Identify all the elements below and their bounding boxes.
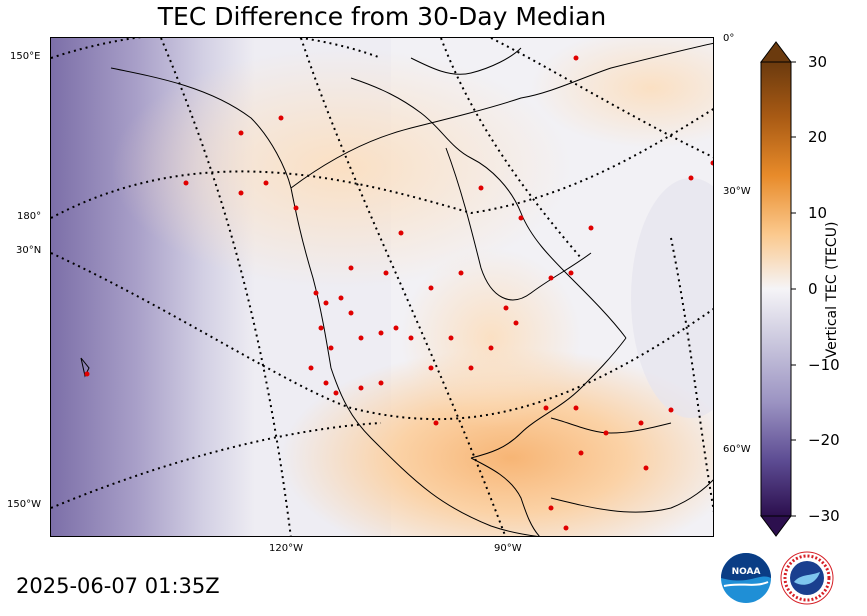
label-30w: 30°W bbox=[723, 186, 751, 197]
colorbar-tick-neg10: −10 bbox=[808, 356, 840, 374]
colorbar-tick-10: 10 bbox=[808, 204, 828, 222]
label-120w: 120°W bbox=[269, 543, 303, 554]
label-180: 180° bbox=[17, 211, 42, 222]
colorbar-tick-30: 30 bbox=[808, 53, 828, 71]
label-90w: 90°W bbox=[494, 543, 522, 554]
label-30n: 30°N bbox=[16, 245, 42, 256]
positive-anomaly-south bbox=[281, 348, 713, 536]
colorbar-tick-neg20: −20 bbox=[808, 431, 840, 449]
label-60w: 60°W bbox=[723, 444, 751, 455]
label-150w: 150°W bbox=[7, 499, 41, 510]
noaa-logo: NOAA bbox=[721, 553, 771, 603]
coastlines bbox=[80, 42, 713, 536]
tec-map-svg bbox=[51, 38, 713, 536]
colorbar bbox=[760, 41, 796, 537]
timestamp: 2025-06-07 01:35Z bbox=[16, 574, 220, 598]
label-0: 0° bbox=[723, 33, 735, 44]
station-markers bbox=[84, 55, 713, 531]
label-150e: 150°E bbox=[10, 51, 41, 62]
colorbar-tick-neg30: −30 bbox=[808, 507, 840, 525]
nws-logo bbox=[780, 551, 834, 605]
svg-text:NOAA: NOAA bbox=[732, 567, 761, 577]
graticule bbox=[51, 38, 713, 536]
colorbar-tick-0: 0 bbox=[808, 280, 818, 298]
map-title: TEC Difference from 30-Day Median bbox=[157, 2, 607, 31]
positive-anomaly-north bbox=[111, 48, 571, 288]
colorbar-label: Vertical TEC (TECU) bbox=[824, 221, 840, 359]
tec-map bbox=[50, 37, 714, 537]
colorbar-tick-20: 20 bbox=[808, 128, 828, 146]
